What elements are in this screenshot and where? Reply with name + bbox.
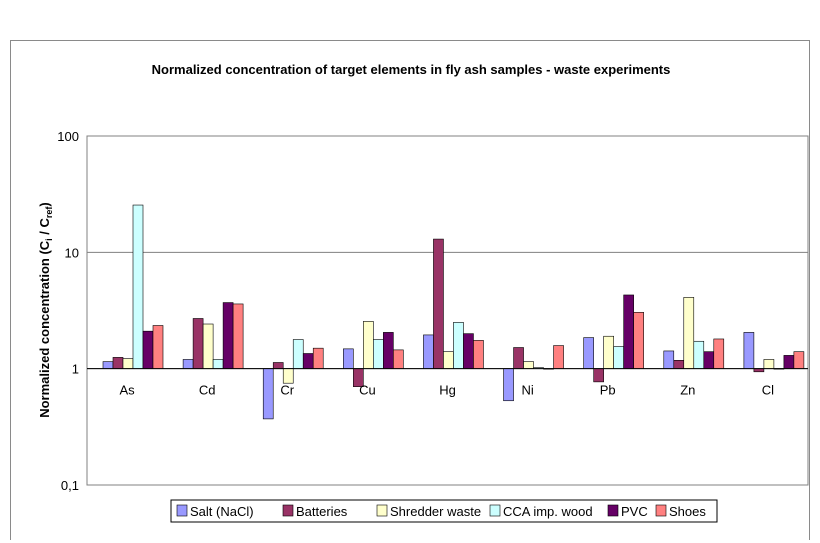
- bar-cd-2: [192, 318, 204, 369]
- bar-cu-5: [383, 332, 394, 369]
- bar-pb-6: [633, 312, 644, 369]
- bar-zn-2: [673, 360, 685, 369]
- category-label: Cl: [762, 383, 774, 398]
- bar-pb-4: [613, 346, 624, 369]
- legend-label: Shoes: [669, 504, 706, 519]
- bar-cr-5: [302, 353, 314, 369]
- bar-hg-5: [463, 333, 474, 369]
- y-axis-label: Normalized concentration (Ci / Cref): [37, 202, 54, 418]
- bar-cr-2: [272, 362, 284, 369]
- bar-cl-5: [783, 355, 795, 369]
- bar-cr-6: [312, 347, 324, 369]
- y-tick-label: 100: [57, 129, 79, 144]
- bars: [102, 204, 805, 420]
- legend-label: CCA imp. wood: [503, 504, 593, 519]
- chart-title: Normalized concentration of target eleme…: [152, 62, 671, 77]
- bar-cd-3: [202, 323, 214, 369]
- bar-pb-5: [623, 294, 634, 369]
- y-tick-label: 0,1: [61, 478, 79, 493]
- bar-hg-3: [443, 351, 454, 369]
- chart-frame: Normalized concentration of target eleme…: [10, 40, 810, 540]
- bar-cu-4: [373, 339, 384, 369]
- y-tick-label: 1: [72, 362, 79, 377]
- legend-swatch: [282, 504, 294, 517]
- bar-ni-3: [523, 361, 534, 369]
- bar-ni-2: [513, 347, 524, 369]
- legend-swatch: [489, 504, 501, 517]
- legend-label: PVC: [621, 504, 648, 519]
- legend-label: Batteries: [296, 504, 348, 519]
- bar-zn-3: [683, 297, 695, 369]
- bar-cr-3: [282, 368, 294, 384]
- category-label: Ni: [521, 383, 533, 398]
- bar-cl-1: [743, 332, 755, 369]
- bar-cd-5: [222, 302, 234, 369]
- category-label: Pb: [600, 383, 616, 398]
- bar-hg-1: [423, 334, 434, 369]
- bar-zn-4: [693, 340, 705, 369]
- y-axis-label-sub1: i: [44, 238, 54, 241]
- category-label: Cu: [359, 383, 376, 398]
- legend-box: [170, 499, 718, 523]
- bar-zn-5: [703, 351, 715, 369]
- bar-as-5: [142, 330, 154, 369]
- bar-cd-1: [182, 359, 194, 369]
- bar-cd-6: [232, 303, 244, 369]
- legend-swatch: [176, 504, 188, 517]
- bar-cr-1: [262, 368, 274, 420]
- bar-cl-6: [793, 351, 805, 369]
- y-axis-label-suffix: ): [37, 202, 52, 206]
- category-label: Zn: [680, 383, 695, 398]
- bar-cd-4: [212, 359, 224, 369]
- bar-cu-3: [363, 321, 374, 369]
- category-label: As: [119, 383, 135, 398]
- legend-swatch: [655, 504, 667, 517]
- y-axis-label-prefix: Normalized concentration (C: [37, 240, 52, 418]
- bar-as-2: [112, 357, 124, 369]
- bar-as-4: [132, 204, 144, 369]
- bar-hg-4: [453, 322, 464, 369]
- y-axis-label-mid: / C: [37, 217, 52, 238]
- category-labels: As Cd Cr Cu Hg Ni Pb Zn Cl: [119, 383, 774, 398]
- chart-svg: Normalized concentration of target eleme…: [37, 62, 809, 523]
- y-axis-label-sub2: ref: [44, 206, 54, 219]
- bar-as-6: [152, 325, 164, 369]
- bar-cl-3: [763, 359, 775, 369]
- bar-as-1: [102, 361, 114, 369]
- bar-zn-6: [713, 338, 725, 369]
- y-tick-labels: 0,1 1 10 100: [57, 129, 79, 493]
- legend-label: Shredder waste: [390, 504, 481, 519]
- legend: Salt (NaCl) Batteries Shredder waste CCA im…: [170, 499, 718, 523]
- legend-swatch: [376, 504, 388, 517]
- bar-cr-4: [292, 339, 304, 369]
- bar-pb-1: [583, 337, 594, 369]
- bar-cu-1: [343, 348, 354, 369]
- bar-as-3: [122, 358, 134, 369]
- plot-area: [86, 135, 809, 486]
- bar-hg-6: [473, 340, 484, 369]
- bar-pb-3: [603, 335, 614, 369]
- bar-cu-6: [393, 349, 404, 369]
- category-label: Cd: [199, 383, 216, 398]
- bar-zn-1: [663, 350, 675, 369]
- y-tick-label: 10: [65, 245, 79, 260]
- legend-swatch: [607, 504, 619, 517]
- bar-hg-2: [433, 238, 444, 369]
- legend-label: Salt (NaCl): [190, 504, 254, 519]
- bar-pb-2: [593, 368, 604, 383]
- bar-ni-6: [553, 345, 564, 369]
- bar-ni-1: [503, 368, 514, 402]
- category-label: Cr: [280, 383, 294, 398]
- category-label: Hg: [439, 383, 456, 398]
